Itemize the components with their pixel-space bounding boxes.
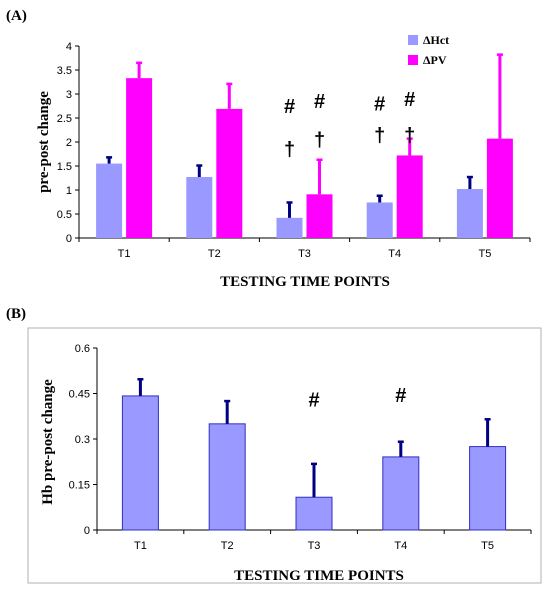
chart-a-bar-s1-T2 (186, 177, 213, 238)
chart-b-bar-s1-T5 (469, 446, 507, 531)
chart-b-y-tick-label: 0 (84, 525, 90, 537)
chart-b-y-tick-label: 0.45 (69, 389, 90, 401)
chart-a-annotation: † (314, 130, 325, 152)
chart-a-bar-s1-T5 (456, 189, 483, 238)
chart-a-legend-label-2: ΔPV (423, 53, 447, 67)
chart-b-bar-s1-T1 (121, 395, 159, 531)
chart-a-bar-s2-T2 (216, 108, 243, 238)
chart-a-bar-s2-T4 (396, 155, 423, 238)
chart-a-y-tick-label: 2 (66, 137, 72, 149)
chart-a-annotation: # (284, 96, 295, 118)
chart-a-bar-s2-T1 (126, 78, 153, 238)
chart-a-y-tick-label: 3.5 (57, 65, 72, 77)
chart-a-y-tick-label: 3 (66, 89, 72, 101)
chart-b-y-tick-label: 0.6 (75, 343, 90, 355)
chart-a-y-tick-label: 0 (66, 233, 72, 245)
chart-b-y-tick-label: 0.15 (69, 480, 90, 492)
chart-a-annotation: # (374, 94, 385, 116)
chart-a-annotation: † (404, 125, 415, 147)
chart-a-annotation: # (404, 89, 415, 111)
chart-b-x-tick-label: T5 (481, 540, 494, 552)
chart-a-legend-swatch-1 (408, 35, 418, 45)
chart-b-annotation: # (395, 385, 406, 407)
chart-a-annotation: † (374, 125, 385, 147)
panel-a-label: (A) (6, 8, 27, 24)
chart-a-bar-s2-T5 (486, 138, 513, 238)
chart-a-x-tick-label: T1 (118, 248, 131, 260)
chart-b-bar-s1-T4 (382, 456, 420, 531)
chart-b-x-tick-label: T4 (394, 540, 407, 552)
chart-b-y-tick-label: 0.3 (75, 434, 90, 446)
chart-a-bar-s1-T3 (276, 217, 303, 238)
chart-a-x-tick-label: T5 (478, 248, 491, 260)
chart-b-x-tick-label: T3 (308, 540, 321, 552)
chart-a-x-tick-label: T4 (388, 248, 401, 260)
chart-a-y-tick-label: 4 (66, 41, 72, 53)
chart-a-x-tick-label: T2 (208, 248, 221, 260)
chart-b-annotation: # (308, 390, 319, 412)
chart-b-plot: 0 0.15 0.3 0.45 0.6 T1 T2 T3 T4 T5 # # (69, 343, 532, 552)
chart-a-x-axis-title: TESTING TIME POINTS (220, 274, 390, 290)
chart-a-y-tick-label: 1 (66, 185, 72, 197)
chart-a-y-tick-label: 0.5 (57, 209, 72, 221)
chart-b-y-axis-title: Hb pre-post change (40, 379, 56, 505)
chart-a-bar-s1-T1 (96, 163, 123, 238)
chart-b-bar-s1-T3 (295, 496, 333, 531)
chart-a-y-tick-label: 1.5 (57, 161, 72, 173)
chart-a-annotation: † (284, 139, 295, 161)
chart-a-y-axis-title: pre-post change (36, 91, 52, 193)
chart-a-x-tick-label: T3 (298, 248, 311, 260)
chart-b-x-axis-title: TESTING TIME POINTS (234, 568, 404, 584)
chart-a-bar-s1-T4 (366, 202, 393, 238)
chart-a-legend-swatch-2 (408, 55, 418, 65)
chart-b-border (27, 327, 542, 584)
chart-a-y-tick-label: 2.5 (57, 113, 72, 125)
chart-a-legend-label-1: ΔHct (423, 33, 449, 47)
chart-b-bar-s1-T2 (208, 423, 246, 531)
chart-a-plot: 0 0.5 1 1.5 2 2.5 3 3.5 4 T1 T2 T3 T4 T5 # † # † # † # † ΔHct Δ… (57, 33, 531, 260)
chart-a-bar-s2-T3 (306, 194, 333, 238)
chart-a-annotation: # (314, 91, 325, 113)
chart-b-x-tick-label: T1 (134, 540, 147, 552)
panel-b-label: (B) (6, 306, 26, 322)
chart-b-x-tick-label: T2 (221, 540, 234, 552)
